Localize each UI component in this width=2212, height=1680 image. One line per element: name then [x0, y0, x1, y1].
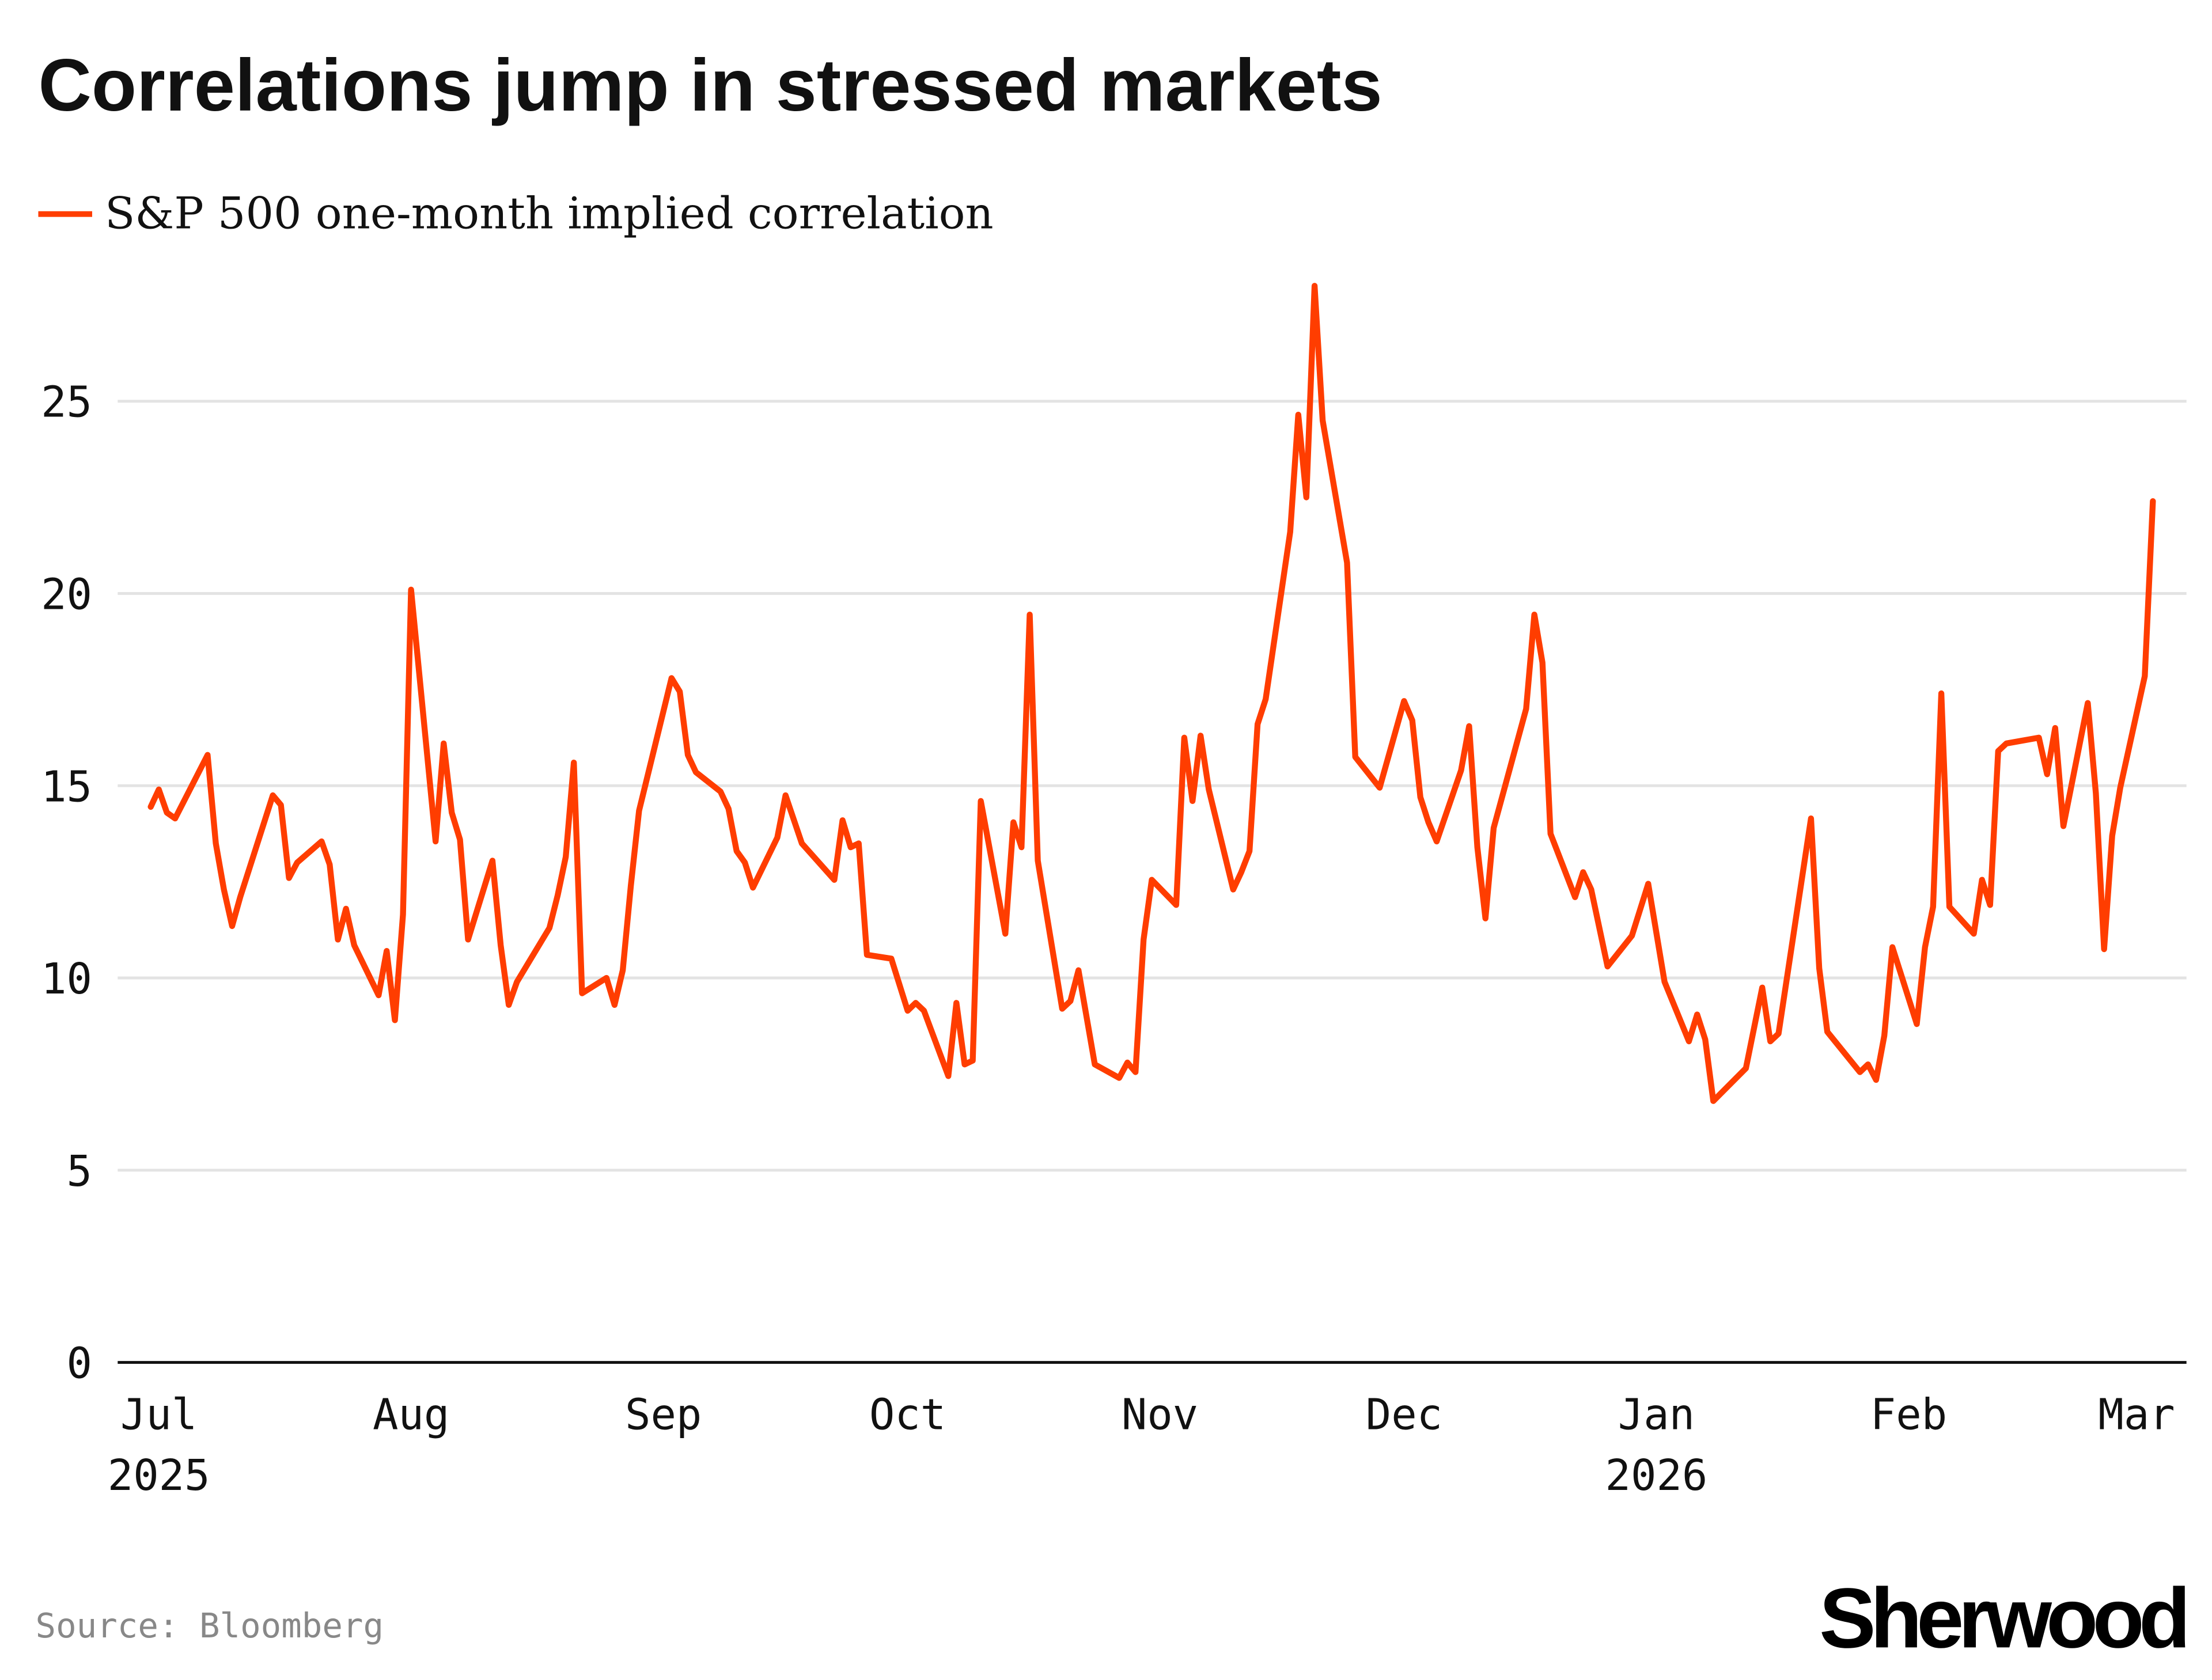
y-tick-label: 15 — [41, 762, 92, 811]
y-tick-label: 25 — [41, 378, 92, 427]
x-tick-label: Jul — [120, 1390, 197, 1439]
x-tick-label: Jan — [1618, 1390, 1695, 1439]
sherwood-logo: Sherwood — [1819, 1571, 2186, 1666]
x-tick-year-label: 2026 — [1605, 1451, 1708, 1500]
y-tick-label: 5 — [67, 1147, 92, 1196]
x-tick-label: Dec — [1366, 1390, 1442, 1439]
x-tick-year-label: 2025 — [108, 1451, 210, 1500]
x-axis-ticks: Jul 2025 Aug Sep Oct Nov Dec Jan 2026 Feb Mar — [108, 1390, 2175, 1500]
gridlines — [118, 400, 2187, 1172]
y-tick-label: 10 — [41, 954, 92, 1004]
x-tick-label: Feb — [1870, 1390, 1947, 1439]
y-axis-ticks: 0 5 10 15 20 25 — [41, 378, 92, 1389]
legend-label: S&P 500 one-month implied correlation — [105, 187, 994, 238]
y-tick-label: 0 — [67, 1339, 92, 1389]
x-tick-label: Mar — [2098, 1390, 2175, 1439]
x-tick-label: Sep — [625, 1390, 702, 1439]
source-note: Source: Bloomberg — [36, 1606, 384, 1645]
y-tick-label: 20 — [41, 570, 92, 620]
chart-title: Correlations jump in stressed markets — [38, 44, 1382, 127]
x-tick-label: Aug — [373, 1390, 449, 1439]
x-tick-label: Nov — [1122, 1390, 1198, 1439]
x-tick-label: Oct — [869, 1390, 946, 1439]
series-line — [147, 283, 2156, 1104]
legend: S&P 500 one-month implied correlation — [38, 187, 994, 238]
